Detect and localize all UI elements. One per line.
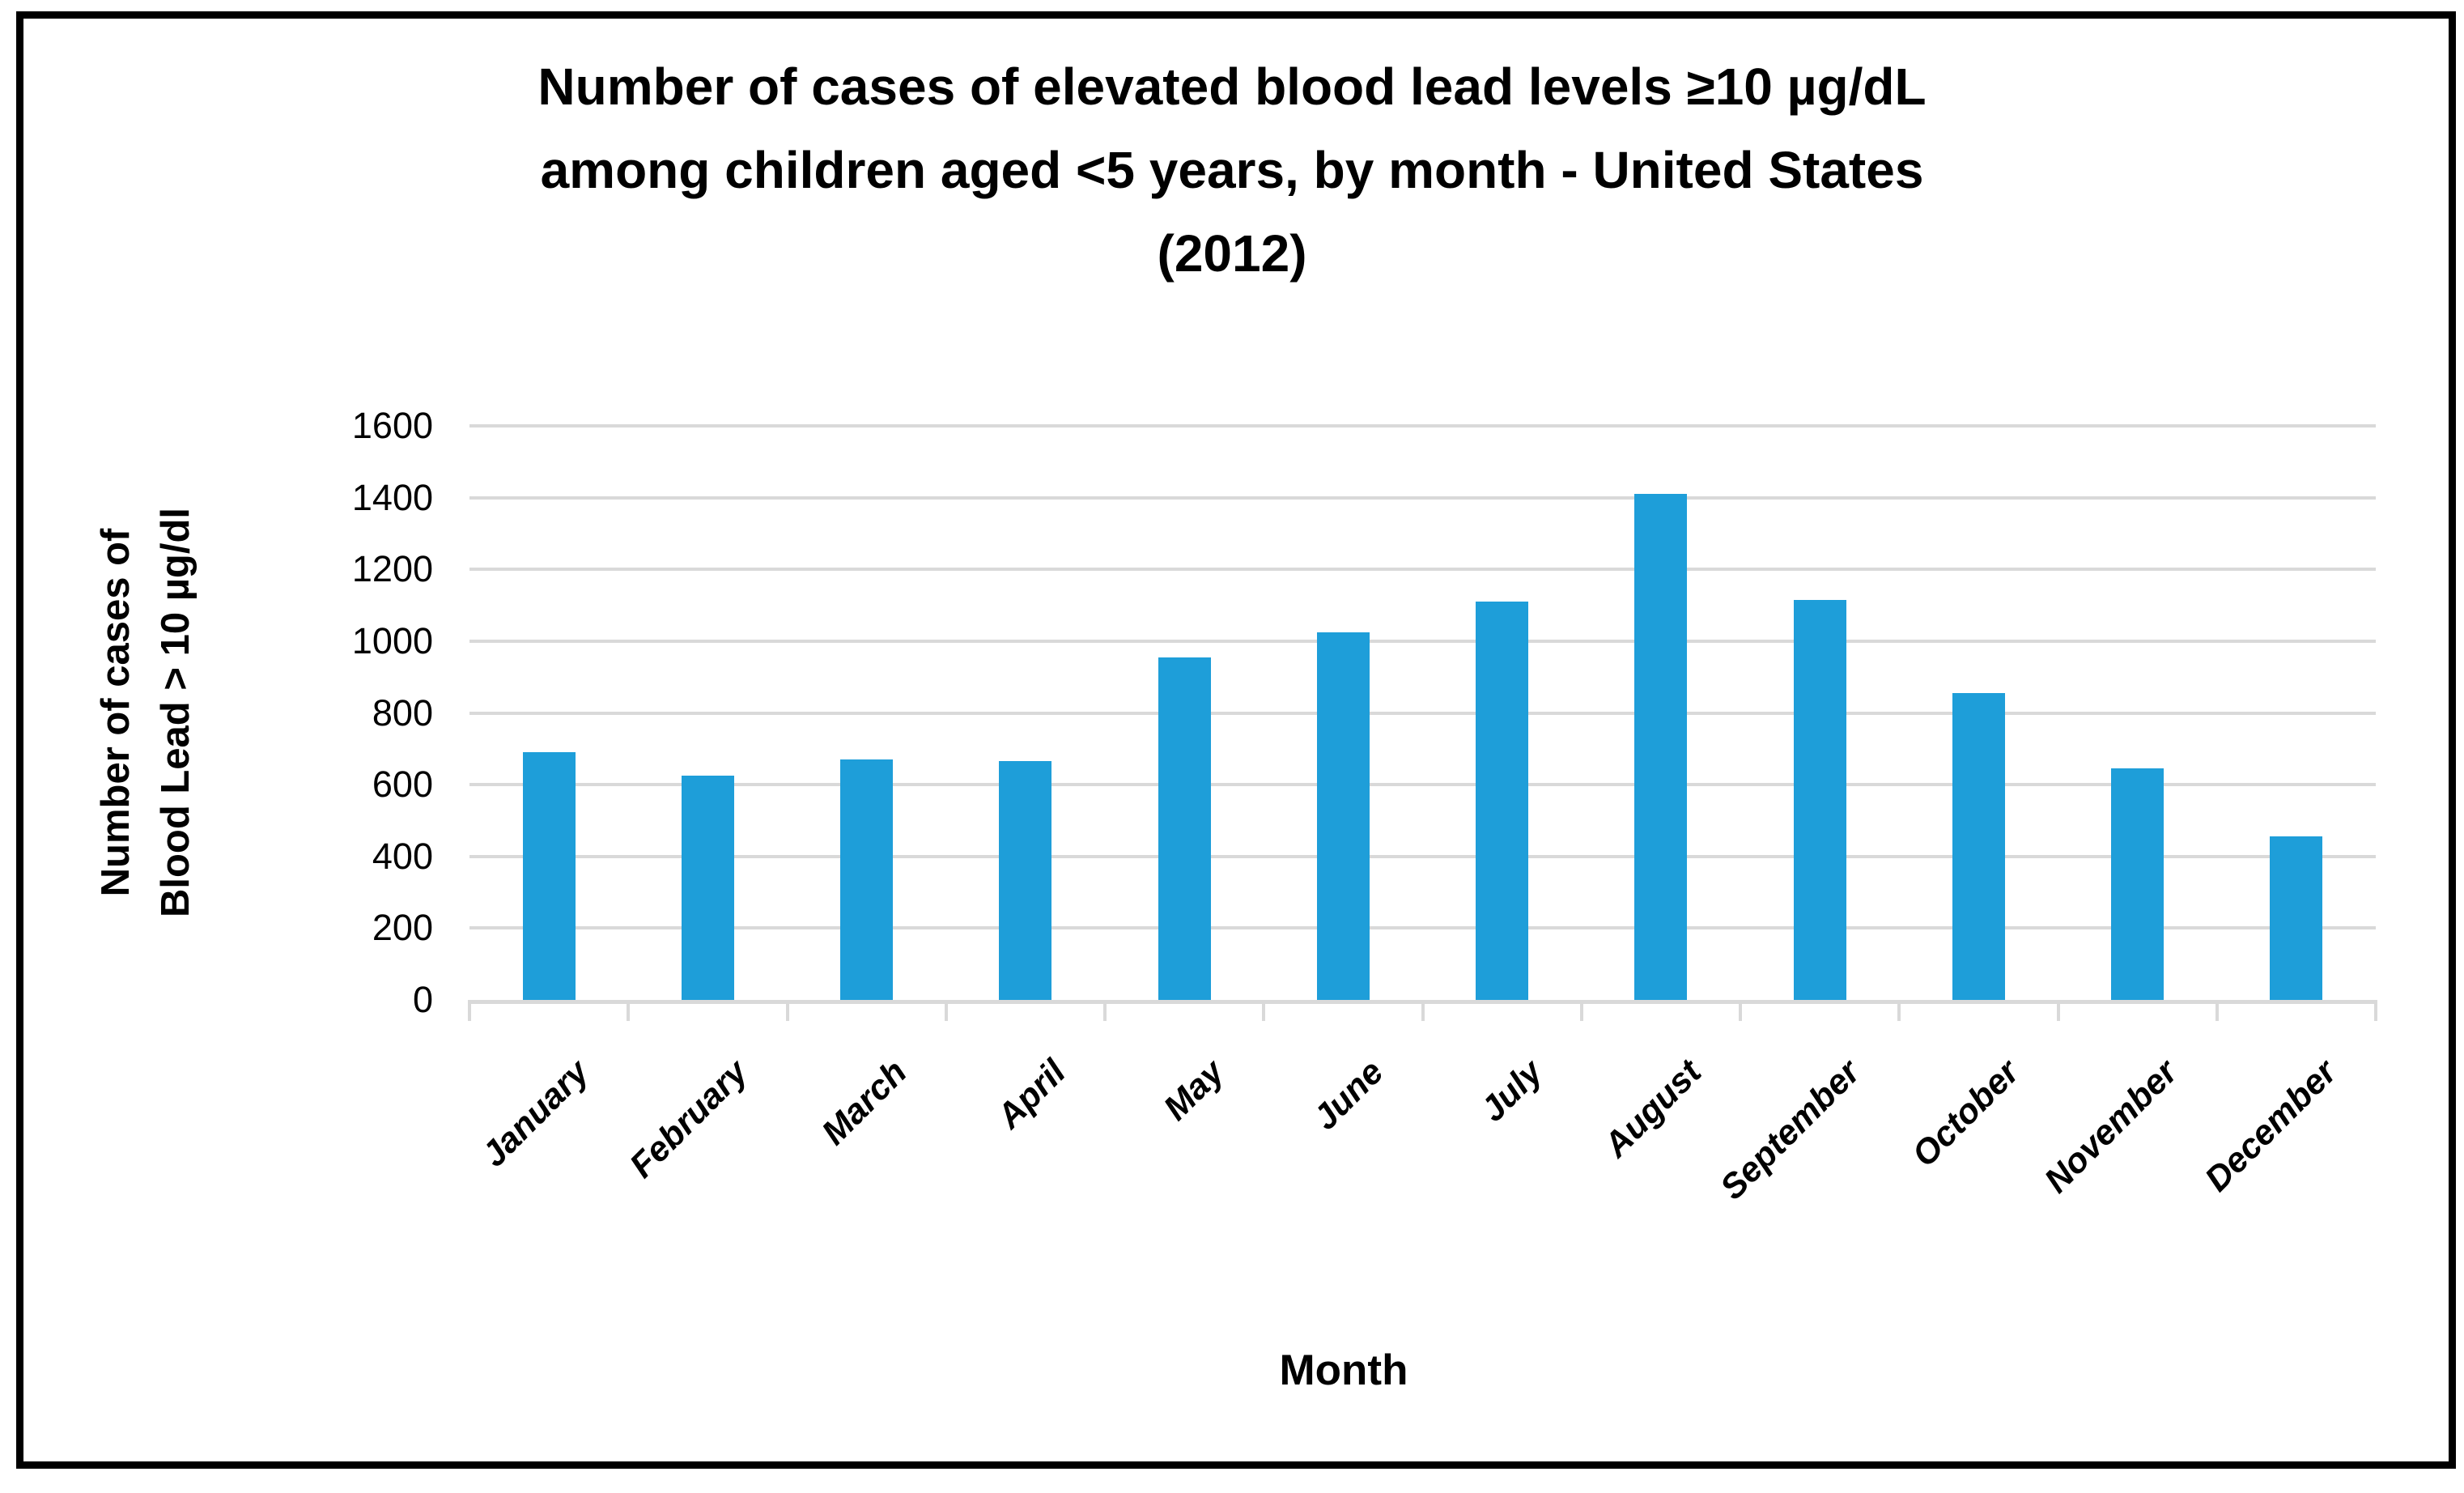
x-tick-label-may: May [1156, 1053, 1233, 1129]
bar-april [999, 761, 1052, 1000]
gridline-600 [469, 783, 2376, 787]
x-tick-label-september: September [1712, 1053, 1868, 1208]
bar-march [840, 759, 894, 1000]
gridline-1400 [469, 496, 2376, 500]
x-tick-label-march: March [814, 1053, 915, 1153]
gridline-800 [469, 711, 2376, 715]
gridline-200 [469, 926, 2376, 930]
y-tick-label-800: 800 [372, 691, 433, 734]
y-tick-label-600: 600 [372, 764, 433, 806]
x-tick-label-january: January [474, 1053, 597, 1175]
bar-september [1793, 599, 1846, 1000]
x-tick-label-october: October [1904, 1053, 2027, 1175]
y-tick-label-200: 200 [372, 907, 433, 949]
x-tick-label-july: July [1472, 1053, 1550, 1129]
x-axis-tick [785, 1000, 789, 1021]
chart-title-line3: (2012) [1157, 224, 1307, 283]
y-tick-label-400: 400 [372, 835, 433, 877]
bar-october [1952, 693, 2005, 1000]
y-tick-label-1400: 1400 [351, 476, 433, 518]
chart-frame-border [16, 11, 2456, 1469]
x-tick-label-november: November [2037, 1053, 2186, 1201]
bar-december [2270, 836, 2323, 1000]
bar-june [1316, 632, 1370, 1000]
x-axis-tick [1262, 1000, 1266, 1021]
bar-august [1634, 494, 1688, 1000]
chart-title-line2: among children aged <5 years, by month -… [540, 141, 1924, 199]
x-tick-label-february: February [622, 1053, 756, 1186]
gridline-1000 [469, 639, 2376, 643]
x-axis-tick [1739, 1000, 1742, 1021]
y-tick-label-1200: 1200 [351, 548, 433, 590]
y-tick-label-0: 0 [412, 979, 433, 1020]
x-axis-tick [2215, 1000, 2219, 1021]
bar-january [522, 752, 576, 1000]
x-tick-label-april: April [989, 1053, 1073, 1137]
x-axis-tick [1897, 1000, 1901, 1021]
x-axis-tick [468, 1000, 471, 1021]
x-tick-label-june: June [1306, 1053, 1391, 1138]
bar-july [1476, 602, 1529, 1000]
x-tick-label-august: August [1596, 1053, 1709, 1165]
x-axis-tick [2374, 1000, 2377, 1021]
gridline-1200 [469, 568, 2376, 572]
chart-title-line1: Number of cases of elevated blood lead l… [537, 57, 1927, 116]
x-axis-tick [1421, 1000, 1425, 1021]
gridline-1600 [469, 424, 2376, 427]
y-tick-label-1000: 1000 [351, 619, 433, 661]
x-axis-tick [1579, 1000, 1583, 1021]
y-tick-label-1600: 1600 [351, 405, 433, 446]
x-axis-title: Month [1279, 1346, 1408, 1394]
gridline-400 [469, 854, 2376, 858]
bar-may [1158, 657, 1211, 1000]
x-axis-tick [627, 1000, 631, 1021]
x-tick-label-december: December [2197, 1053, 2344, 1199]
bar-november [2111, 768, 2164, 1000]
x-axis-tick [2056, 1000, 2060, 1021]
x-axis-tick [944, 1000, 948, 1021]
chart-title: Number of cases of elevated blood lead l… [0, 45, 2464, 296]
x-axis-tick [1103, 1000, 1107, 1021]
bar-february [681, 776, 734, 1000]
